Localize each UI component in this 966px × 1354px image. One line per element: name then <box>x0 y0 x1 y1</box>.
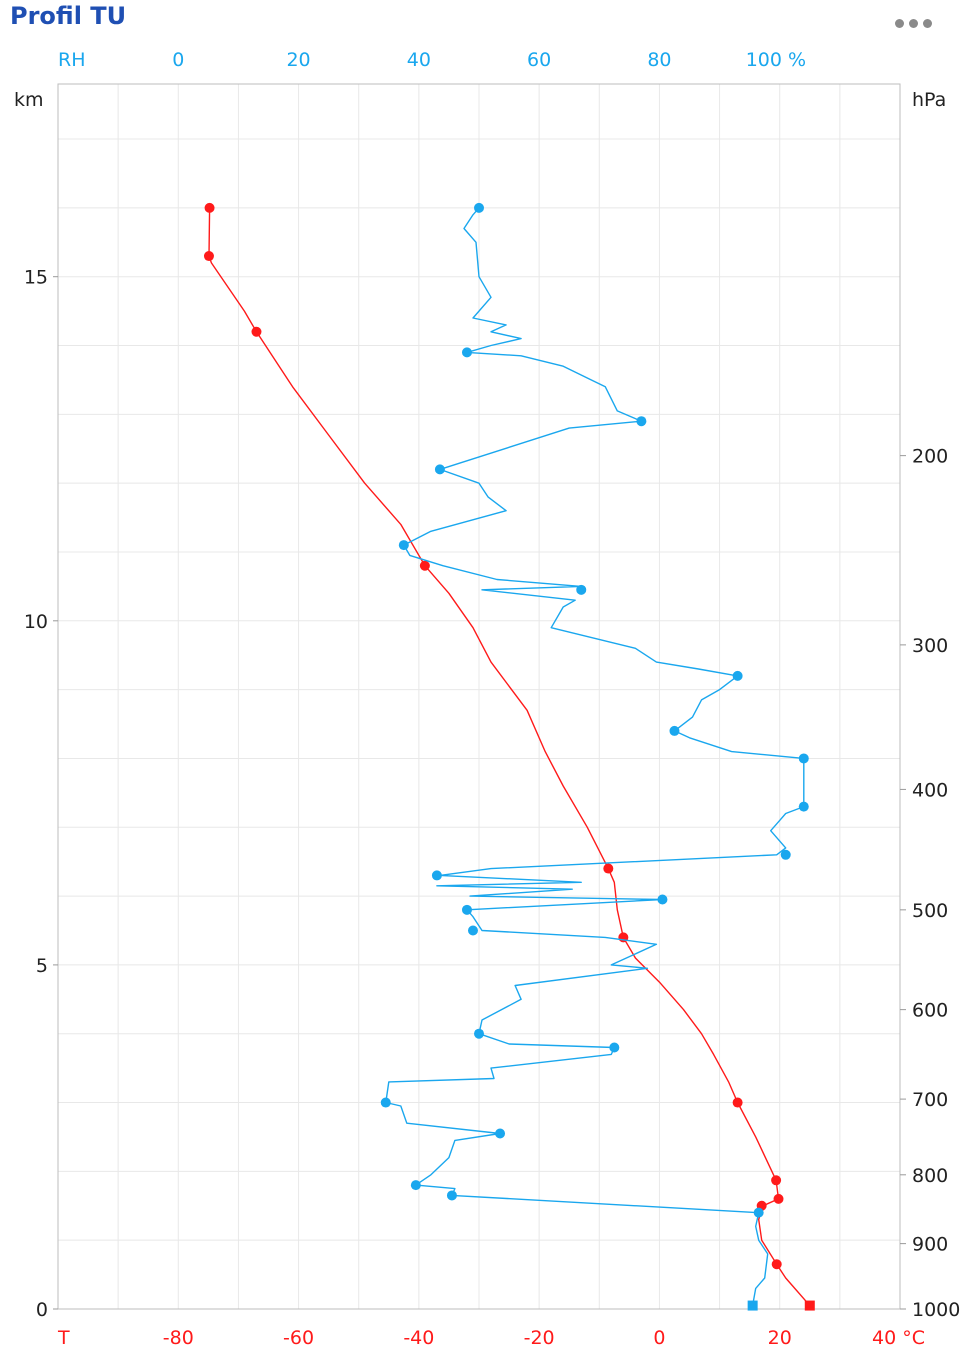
bottom-tick-label: -20 <box>524 1327 555 1349</box>
right-tick-label: 200 <box>912 446 948 468</box>
left-tick-label: 10 <box>24 611 48 633</box>
top-tick-label: 60 <box>527 49 551 71</box>
page-title: Profil TU <box>10 2 127 30</box>
temperature-point <box>204 202 215 213</box>
humidity-surface-marker <box>747 1300 758 1311</box>
humidity-point <box>495 1128 506 1139</box>
bottom-tick-label: -80 <box>163 1327 194 1349</box>
axes: km051015hPa1000900800700600500400300200R… <box>14 49 960 1349</box>
humidity-line <box>385 207 805 1306</box>
humidity-point <box>798 753 809 764</box>
left-tick-label: 15 <box>24 267 48 289</box>
top-tick-label: 100 % <box>746 49 806 71</box>
humidity-point <box>446 1190 457 1201</box>
humidity-point <box>669 725 680 736</box>
humidity-point <box>636 416 647 427</box>
left-tick-label: 5 <box>36 955 48 977</box>
temperature-point <box>419 560 430 571</box>
humidity-point <box>431 870 442 881</box>
right-tick-label: 300 <box>912 635 948 657</box>
humidity-point <box>753 1207 764 1218</box>
left-tick-label: 0 <box>36 1299 48 1321</box>
temperature-point <box>603 863 614 874</box>
plot-frame <box>57 83 901 1310</box>
temperature-surface-marker <box>804 1300 815 1311</box>
right-tick-label: 600 <box>912 1000 948 1022</box>
ellipsis-icon-dot <box>908 18 918 28</box>
humidity-point <box>657 894 668 905</box>
temperature-point <box>203 251 214 262</box>
humidity-point <box>576 584 587 595</box>
top-tick-label: 0 <box>172 49 184 71</box>
bottom-tick-label: -40 <box>403 1327 434 1349</box>
humidity-point <box>380 1097 391 1108</box>
left-axis-label: km <box>14 89 44 111</box>
right-tick-label: 800 <box>912 1165 948 1187</box>
series <box>203 202 815 1311</box>
ellipsis-icon-dot <box>922 18 932 28</box>
bottom-tick-label: 0 <box>653 1327 665 1349</box>
humidity-point <box>609 1042 620 1053</box>
humidity-point <box>467 925 478 936</box>
temperature-point <box>771 1259 782 1270</box>
humidity-point <box>461 347 472 358</box>
right-tick-label: 1000 <box>912 1299 960 1321</box>
more-options-button[interactable] <box>884 8 942 38</box>
bottom-tick-label: 20 <box>768 1327 792 1349</box>
right-tick-label: 700 <box>912 1089 948 1111</box>
ellipsis-icon <box>894 18 904 28</box>
bottom-tick-label: 40 °C <box>872 1327 925 1349</box>
humidity-point <box>461 904 472 915</box>
top-tick-label: 20 <box>286 49 310 71</box>
right-tick-label: 900 <box>912 1234 948 1256</box>
humidity-point <box>780 849 791 860</box>
humidity-point <box>474 202 484 213</box>
right-tick-label: 500 <box>912 900 948 922</box>
humidity-point <box>410 1180 421 1191</box>
humidity-point <box>474 1028 484 1039</box>
bottom-axis-label: T <box>57 1327 70 1349</box>
temperature-point <box>251 326 262 337</box>
top-tick-label: 80 <box>647 49 671 71</box>
top-axis-label: RH <box>58 49 86 71</box>
grid <box>58 84 900 1309</box>
bottom-tick-label: -60 <box>283 1327 314 1349</box>
temperature-point <box>771 1175 782 1186</box>
humidity-point <box>732 670 743 681</box>
right-tick-label: 400 <box>912 779 948 801</box>
humidity-point <box>434 464 445 475</box>
temperature-point <box>732 1097 743 1108</box>
top-tick-label: 40 <box>407 49 431 71</box>
right-axis-label: hPa <box>912 89 946 111</box>
temperature-point <box>773 1193 784 1204</box>
humidity-point <box>798 801 809 812</box>
humidity-point <box>398 540 409 551</box>
